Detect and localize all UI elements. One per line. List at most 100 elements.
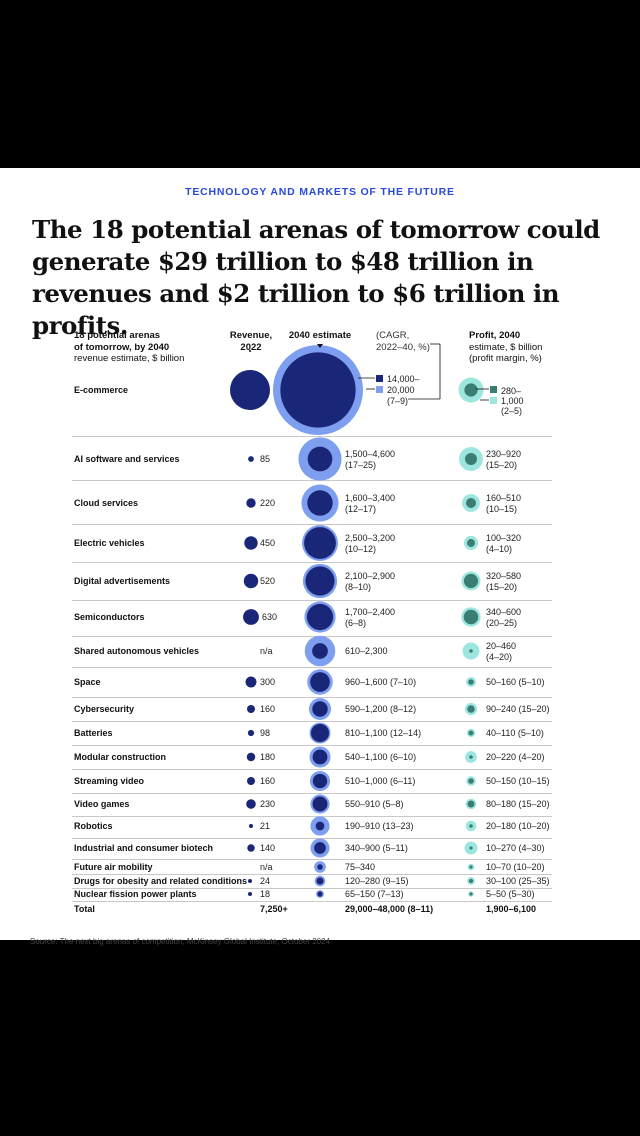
arena-column-header: 18 potential arenas of tomorrow, by 2040…: [74, 330, 184, 365]
revenue-2022-bubble: [249, 824, 253, 828]
arena-label: Industrial and consumer biotech: [74, 843, 214, 853]
revenue-2022-bubble: [248, 456, 254, 462]
profit-value: 50–160 (5–10): [486, 677, 545, 687]
cagr-header-line-1: (CAGR,: [376, 330, 410, 341]
row-divider: [72, 859, 552, 860]
revenue-2022-bubble: [246, 799, 256, 809]
revenue-2022-value: n/a: [260, 646, 273, 656]
revenue-2022-bubble: [247, 777, 255, 785]
row-divider: [72, 480, 552, 481]
revenue-2022-value: n/a: [260, 862, 273, 872]
profit-value: 20–220 (4–20): [486, 752, 545, 762]
revenue-2022-value: 300: [260, 677, 276, 687]
revenue-2022-bubble: [246, 752, 256, 762]
headline: The 18 potential arenas of tomorrow coul…: [32, 215, 600, 340]
profit-value: 40–110 (5–10): [486, 728, 544, 738]
row-divider: [72, 838, 552, 839]
revenue-column-header: Revenue, 2022: [222, 330, 280, 353]
row-divider: [72, 769, 552, 770]
profit-low-bubble: [468, 778, 474, 784]
profit-margin: (15–20): [486, 582, 518, 592]
estimate-column-header: 2040 estimate: [285, 330, 355, 342]
profit-low-bubble: [469, 824, 473, 828]
profit-value: 50–150 (10–15): [486, 776, 550, 786]
estimate-value: 75–340: [345, 862, 376, 872]
profit-header-line-3: (profit margin, %): [469, 353, 542, 364]
profit-margin: (4–20): [486, 652, 513, 662]
row-divider: [72, 888, 552, 889]
row-divider: [72, 745, 552, 746]
profit-value: 5–50 (5–30): [486, 889, 535, 899]
profit-low-bubble: [469, 865, 473, 869]
estimate-cagr: (17–25): [345, 460, 377, 470]
profit-low-bubble: [468, 878, 474, 884]
legend-profit-low-swatch: [490, 397, 497, 404]
profit-low-bubble: [463, 573, 479, 589]
arena-header-line-1: 18 potential arenas: [74, 330, 161, 341]
estimate-value: 340–900 (5–11): [345, 843, 408, 853]
legend-profit-low: 1,000: [501, 396, 524, 406]
profit-low-bubble: [469, 892, 473, 896]
profit-low-bubble: [469, 649, 473, 653]
arena-label: Video games: [74, 799, 130, 809]
revenue-2022-value: 520: [260, 576, 276, 586]
estimate-low-bubble: [312, 701, 328, 717]
profit-low-bubble: [467, 539, 475, 547]
estimate-value: 550–910 (5–8): [345, 799, 404, 809]
estimate-cagr: (12–17): [345, 504, 377, 514]
revenue-2022-value: 230: [260, 799, 276, 809]
estimate-value: 960–1,600 (7–10): [345, 677, 417, 687]
kicker: TECHNOLOGY AND MARKETS OF THE FUTURE: [185, 186, 455, 198]
profit-value: 80–180 (15–20): [486, 799, 550, 809]
estimate-value: 590–1,200 (8–12): [345, 704, 417, 714]
legend-revenue-cagr: (7–9): [387, 396, 409, 406]
profit-value: 20–180 (10–20): [486, 821, 550, 831]
profit-value: 10–70 (10–20): [486, 862, 545, 872]
estimate-low-bubble: [314, 842, 326, 854]
arena-label: Robotics: [74, 821, 113, 831]
revenue-2022-bubble: [247, 729, 255, 737]
row-divider: [72, 816, 552, 817]
estimate-low-bubble: [312, 773, 328, 789]
estimate-low-bubble: [316, 877, 324, 885]
estimate-cagr: (10–12): [345, 544, 377, 554]
estimate-low-bubble: [310, 672, 330, 692]
row-divider: [72, 524, 552, 525]
estimate-value: 65–150 (7–13): [345, 889, 404, 899]
legend-revenue-low: 20,000: [387, 385, 415, 395]
revenue-2022-value: 220: [260, 498, 276, 508]
profit-margin: (15–20): [486, 460, 518, 470]
arena-label: Digital advertisements: [74, 576, 171, 586]
estimate-low-bubble: [307, 490, 333, 516]
legend-revenue-high: 14,000–: [387, 374, 420, 384]
revenue-2022-value: 21: [260, 821, 271, 831]
row-divider: [72, 793, 552, 794]
profit-low-bubble: [465, 453, 477, 465]
profit-column-header: Profit, 2040 estimate, $ billion (profit…: [469, 330, 542, 365]
arena-label: Nuclear fission power plants: [74, 889, 197, 899]
estimate-low-bubble: [280, 352, 356, 428]
profit-value: 320–580: [486, 571, 522, 581]
profit-low-bubble: [467, 800, 475, 808]
profit-low-bubble: [464, 383, 478, 397]
row-divider: [72, 901, 552, 902]
revenue-2022-bubble: [245, 676, 257, 688]
estimate-value: 510–1,000 (6–11): [345, 776, 416, 786]
arena-label: Drugs for obesity and related conditions: [74, 876, 248, 886]
row-divider: [72, 600, 552, 601]
estimate-header-marker: [317, 344, 323, 348]
source-note: Source: The next big arenas of competiti…: [30, 937, 331, 946]
profit-value: 100–320: [486, 533, 522, 543]
cagr-column-header: (CAGR, 2022–40, %): [376, 330, 430, 353]
revenue-header-line-1: Revenue,: [229, 330, 273, 341]
estimate-low-bubble: [312, 749, 328, 765]
cagr-header-line-2: 2022–40, %): [376, 341, 430, 353]
estimate-low-bubble: [305, 566, 335, 596]
profit-value: 90–240 (15–20): [486, 704, 550, 714]
total-profit: 1,900–6,100: [486, 904, 537, 914]
profit-value: 30–100 (25–35): [486, 876, 550, 886]
total-estimate: 29,000–48,000 (8–11): [345, 904, 434, 914]
revenue-header-line-2: 2022: [240, 341, 262, 353]
estimate-header: 2040 estimate: [288, 330, 352, 341]
revenue-2022-value: 140: [260, 843, 276, 853]
